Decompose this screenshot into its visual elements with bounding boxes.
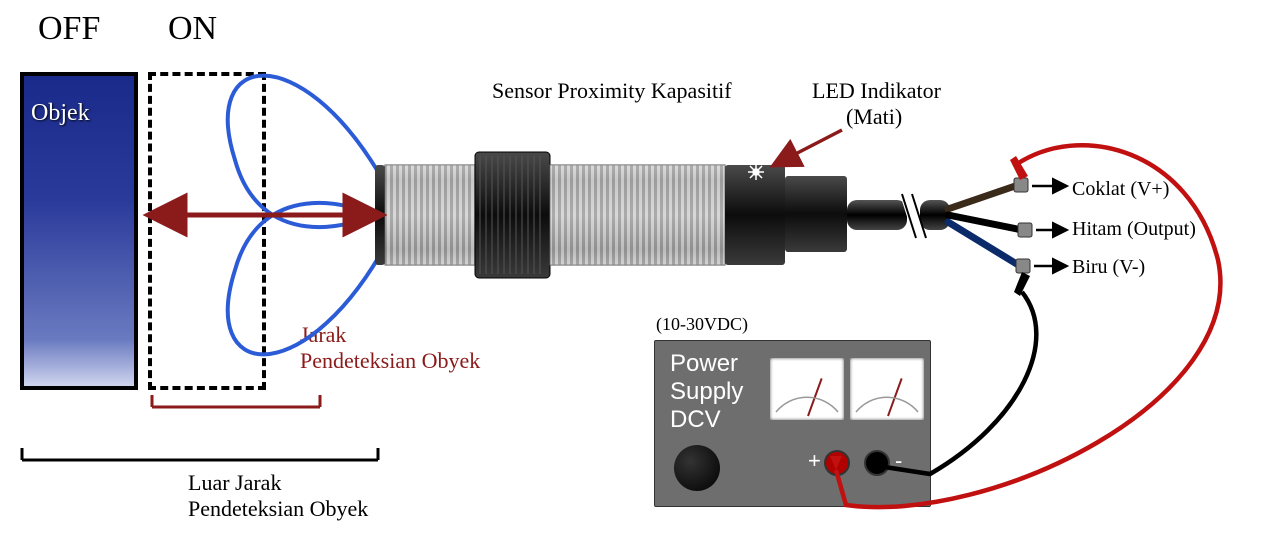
ps-text-line1: Power <box>670 350 738 378</box>
ps-voltage-label: (10-30VDC) <box>656 314 748 335</box>
on-label: ON <box>168 10 217 48</box>
sensor-cable-left <box>847 200 907 230</box>
led-icon <box>748 164 764 180</box>
terminal-blue-icon <box>1016 259 1030 273</box>
ps-meter-left <box>770 358 844 420</box>
sensor-title: Sensor Proximity Kapasitif <box>492 78 732 104</box>
conductor-black <box>948 215 1022 230</box>
outer-range-line1: Luar Jarak <box>188 470 281 496</box>
sensor-connector <box>785 176 847 252</box>
wire-blue-label: Biru (V-) <box>1072 256 1145 279</box>
object-box-on-dashed <box>148 72 266 390</box>
terminal-black-icon <box>1018 223 1032 237</box>
sensor-knurl-nut <box>475 152 550 278</box>
conductor-blue <box>948 222 1020 266</box>
wire-black-label: Hitam (Output) <box>1072 218 1196 241</box>
object-label: Objek <box>31 100 90 127</box>
ps-plus-label: + <box>808 448 821 474</box>
range-label-line2: Pendeteksian Obyek <box>300 348 480 374</box>
sensor-cable-right <box>920 200 950 230</box>
sensor-thread-rear <box>550 165 725 265</box>
sensor-thread-front <box>385 165 475 265</box>
ps-text-line3: DCV <box>670 406 721 434</box>
ps-knob-icon <box>674 445 720 491</box>
wire-brown-label: Coklat (V+) <box>1072 178 1169 201</box>
led-pointer-arrow <box>778 130 842 163</box>
sensor-face <box>375 165 385 265</box>
led-title-line1: LED Indikator <box>812 78 941 104</box>
red-clip-icon <box>1010 156 1028 180</box>
ps-meter-right <box>850 358 924 420</box>
ps-minus-jack <box>864 450 890 476</box>
inner-bracket <box>152 395 320 407</box>
black-clip-icon <box>1014 272 1030 296</box>
ps-text-line2: Supply <box>670 378 743 406</box>
terminal-brown-icon <box>1014 178 1028 192</box>
off-label: OFF <box>38 10 100 48</box>
diagram-canvas: Objek OFF ON Sensor Proximity Kapasitif … <box>0 0 1261 535</box>
range-label-line1: Jarak <box>300 322 346 348</box>
outer-bracket <box>22 448 378 460</box>
outer-range-line2: Pendeteksian Obyek <box>188 496 368 522</box>
sensor-endcap <box>725 165 785 265</box>
ps-minus-label: - <box>895 448 902 474</box>
ps-plus-jack <box>824 450 850 476</box>
conductor-brown <box>948 185 1018 209</box>
led-title-line2: (Mati) <box>846 104 902 130</box>
